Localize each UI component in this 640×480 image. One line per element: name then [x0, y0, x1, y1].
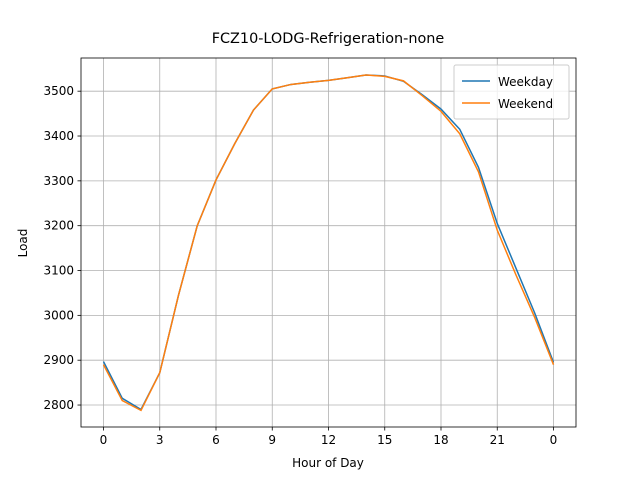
y-tick-label: 3500: [43, 84, 74, 98]
plot-frame: [80, 57, 577, 428]
legend-box: [453, 64, 570, 120]
legend: Weekday Weekend: [453, 64, 570, 120]
x-tick-label: 9: [268, 433, 276, 447]
x-tick-label: 12: [321, 433, 336, 447]
legend-label: Weekend: [498, 97, 553, 111]
data-line: [102, 74, 555, 412]
legend-label: Weekday: [498, 75, 553, 89]
x-tick-label: 21: [490, 433, 505, 447]
y-tick-label: 3400: [43, 129, 74, 143]
y-tick-label: 3200: [43, 219, 74, 233]
x-axis-label: Hour of Day: [292, 456, 364, 470]
y-tick-label: 2800: [43, 398, 74, 412]
x-tick-label: 0: [550, 433, 558, 447]
y-axis-label: Load: [16, 229, 30, 258]
y-tick-label: 3100: [43, 264, 74, 278]
x-tick-label: 6: [212, 433, 220, 447]
y-tick-label: 3000: [43, 308, 74, 322]
x-tick-label: 15: [377, 433, 392, 447]
y-tick-label: 2900: [43, 353, 74, 367]
x-tick-label: 18: [433, 433, 448, 447]
x-tick-label: 0: [100, 433, 108, 447]
y-tick-label: 3300: [43, 174, 74, 188]
x-tick-label: 3: [156, 433, 164, 447]
chart-title: FCZ10-LODG-Refrigeration-none: [212, 31, 445, 47]
